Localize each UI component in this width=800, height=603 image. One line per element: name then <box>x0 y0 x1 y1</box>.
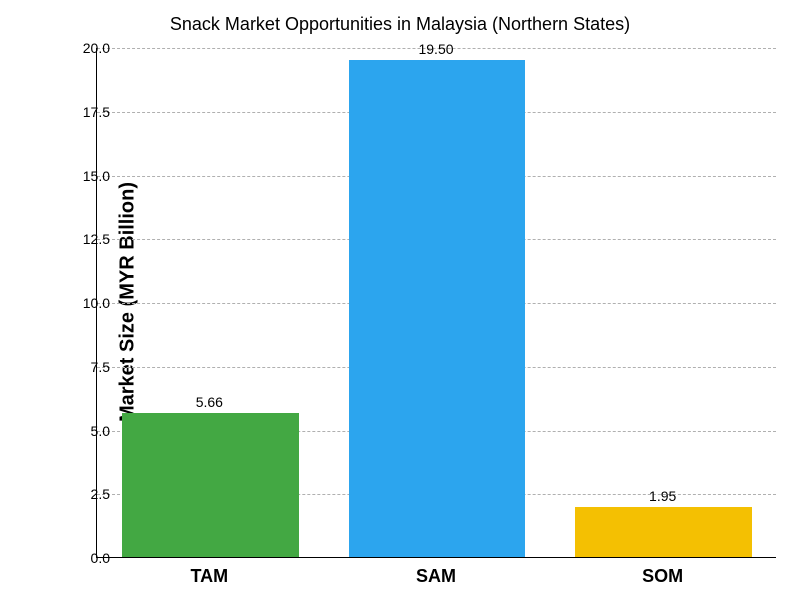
ytick-label: 17.5 <box>70 104 110 120</box>
bar-som <box>575 507 752 557</box>
chart-container: Snack Market Opportunities in Malaysia (… <box>0 0 800 603</box>
xtick-label: TAM <box>191 566 229 587</box>
ytick-label: 5.0 <box>70 423 110 439</box>
ytick-label: 10.0 <box>70 295 110 311</box>
xtick-label: SAM <box>416 566 456 587</box>
xtick-label: SOM <box>642 566 683 587</box>
ytick-label: 12.5 <box>70 231 110 247</box>
ytick-label: 20.0 <box>70 40 110 56</box>
ytick-label: 2.5 <box>70 486 110 502</box>
bar-sam <box>349 60 526 557</box>
ytick-label: 15.0 <box>70 168 110 184</box>
bar-value-label: 5.66 <box>196 394 223 410</box>
bar-value-label: 1.95 <box>649 488 676 504</box>
plot-area <box>96 48 776 558</box>
ytick-label: 0.0 <box>70 550 110 566</box>
chart-title: Snack Market Opportunities in Malaysia (… <box>0 14 800 35</box>
bar-value-label: 19.50 <box>418 41 453 57</box>
bar-tam <box>122 413 299 557</box>
ytick-label: 7.5 <box>70 359 110 375</box>
